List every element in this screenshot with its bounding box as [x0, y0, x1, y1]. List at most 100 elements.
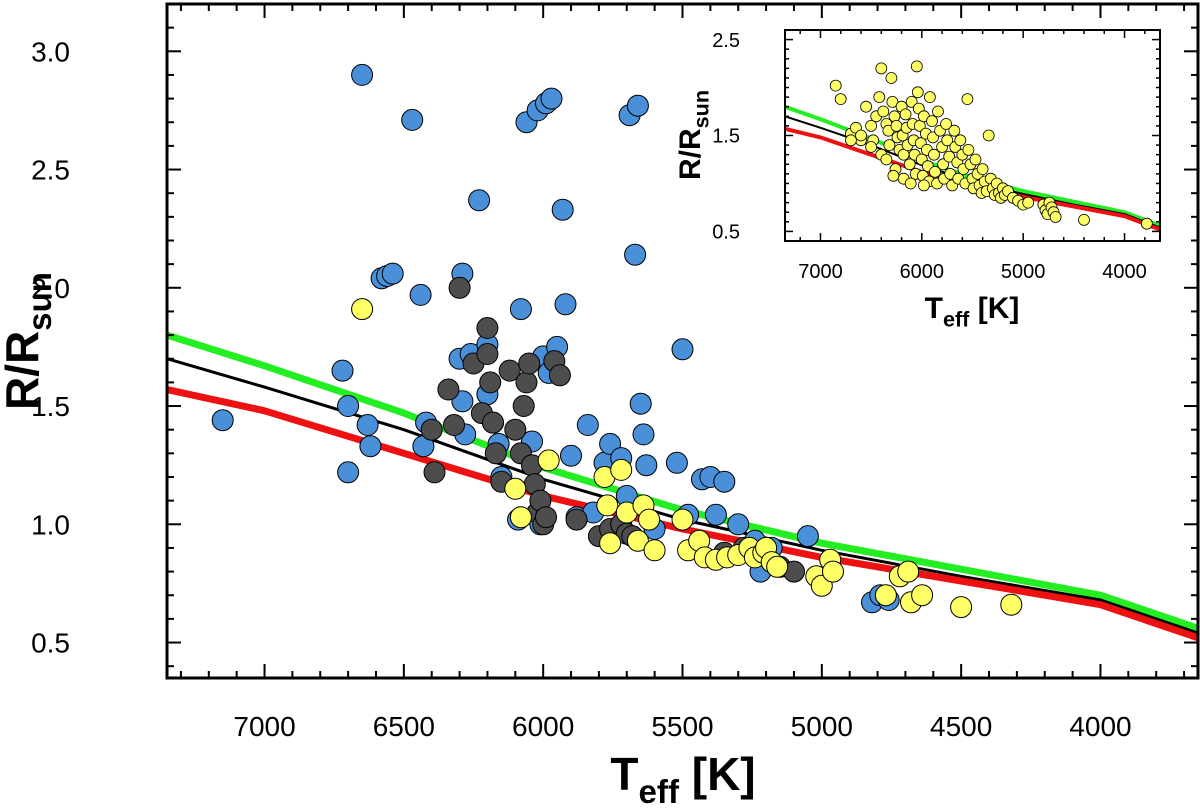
main-yellow-point	[874, 584, 897, 607]
main-blue-point	[635, 454, 658, 477]
main-y-axis-title: R/Rsun	[0, 272, 59, 410]
main-blue-point	[359, 435, 382, 458]
inset-yellow-point	[1078, 213, 1090, 226]
inset-yellow-point	[875, 62, 888, 75]
main-model-lines	[167, 331, 1198, 642]
main-blue-point	[211, 409, 234, 432]
inset-yellow-point	[834, 93, 847, 105]
inset-yellow-point	[969, 153, 982, 166]
inset-yellow-point	[899, 108, 912, 121]
inset-yellow-point	[886, 96, 899, 108]
inset-yellow-point	[918, 179, 930, 192]
main-gray-point	[437, 378, 460, 401]
inset-x-tick-label: 4000	[1102, 261, 1147, 283]
inset-yellow-point	[1022, 196, 1035, 209]
inset-yellow-point	[888, 110, 901, 123]
main-gray-point	[518, 352, 541, 375]
inset-yellow-point	[924, 91, 936, 103]
inset-x-axis-title: Teff [K]	[925, 292, 1020, 331]
inset-yellow-point	[954, 134, 967, 147]
main-gray-point	[476, 317, 499, 339]
inset-yellow-point	[911, 86, 924, 99]
main-gray-point	[548, 364, 571, 387]
main-yellow-point	[1000, 593, 1023, 616]
main-x-axis-title: Teff [K]	[610, 748, 755, 811]
inset-yellow-point	[865, 141, 877, 153]
main-yellow-point	[509, 506, 532, 529]
main-blue-point	[337, 395, 360, 417]
main-yellow-point	[596, 494, 619, 517]
main-yellow-point	[911, 584, 934, 607]
main-blue-point	[576, 414, 599, 436]
main-gray-point	[535, 506, 557, 529]
inset-yellow-point	[873, 91, 886, 103]
main-yellow-point	[610, 458, 633, 481]
main-blue-point	[468, 189, 491, 212]
main-blue-point	[704, 503, 727, 526]
main-yellow-point	[626, 529, 649, 552]
inset-y-tick-label: 1.5	[712, 126, 740, 148]
main-blue-point	[713, 470, 736, 493]
main-gray-point	[565, 508, 588, 531]
main-yellow-point	[766, 555, 789, 578]
inset-yellow-point	[860, 100, 872, 113]
main-yellow-point	[671, 508, 694, 531]
main-blue-point	[632, 423, 655, 446]
main-yellow-point	[897, 560, 920, 583]
main-blue-point	[554, 293, 577, 316]
inset-y-axis-title: R/Rsun	[674, 90, 713, 180]
main-blue-point	[624, 243, 647, 266]
inset-points	[829, 60, 1153, 230]
main-x-tick-label: 6000	[512, 711, 574, 742]
main-blue-point	[796, 525, 819, 548]
inset-yellow-point	[932, 105, 944, 118]
inset-yellow-point	[877, 105, 890, 118]
inset-ticks	[785, 29, 1160, 242]
main-gray-point	[423, 461, 446, 484]
main-y-tick-label: 2.5	[31, 155, 70, 186]
inset-yellow-point	[829, 79, 842, 92]
inset-yellow-point	[1049, 211, 1062, 223]
main-gray-point	[476, 343, 499, 365]
main-x-tick-label: 5500	[651, 711, 713, 742]
main-yellow-point	[537, 449, 560, 472]
main-blue-point	[401, 108, 424, 131]
inset-yellow-point	[883, 139, 896, 152]
inset-yellow-point	[976, 163, 989, 176]
main-blue-point	[665, 451, 688, 474]
main-y-tick-label: 0.5	[31, 628, 70, 659]
main-blue-point	[727, 513, 750, 536]
main-gray-point	[479, 371, 502, 394]
main-blue-point	[337, 461, 360, 484]
main-gray-point	[498, 359, 521, 382]
main-gray-point	[443, 414, 465, 436]
inset-yellow-point	[865, 120, 877, 132]
main-x-tick-label: 5000	[791, 711, 853, 742]
main-blue-point	[381, 262, 404, 285]
main-points	[211, 63, 1023, 619]
inset-yellow-point	[845, 134, 857, 147]
main-yellow-point	[643, 539, 666, 562]
main-yellow-point	[822, 560, 844, 583]
main-y-tick-label: 3.0	[31, 36, 70, 67]
inset-yellow-point	[887, 169, 900, 182]
main-gray-point	[448, 276, 471, 299]
main-ticks	[167, 3, 1198, 678]
main-blue-point	[626, 94, 649, 117]
inset-yellow-point	[962, 143, 975, 156]
inset-yellow-point	[926, 115, 938, 127]
main-yellow-point	[504, 477, 527, 500]
inset-x-tick-label: 6000	[900, 261, 945, 283]
main-blue-point	[671, 338, 694, 361]
inset-yellow-point	[943, 150, 956, 163]
main-yellow-point	[638, 508, 661, 531]
inset-yellow-point	[982, 129, 995, 142]
main-x-tick-label: 7000	[233, 711, 295, 742]
main-gray-point	[504, 418, 527, 441]
main-gray-point	[420, 418, 443, 441]
inset-yellow-point	[928, 148, 940, 161]
inset-x-tick-label: 7000	[798, 261, 843, 283]
main-y-tick-label: 2.0	[31, 273, 70, 304]
